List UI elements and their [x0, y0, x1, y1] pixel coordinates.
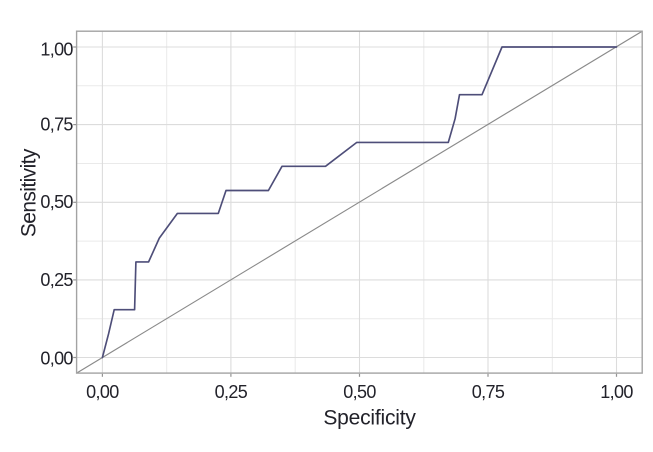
svg-text:1,00: 1,00 [600, 382, 633, 402]
svg-text:1,00: 1,00 [40, 40, 73, 60]
svg-text:0,50: 0,50 [343, 382, 376, 402]
svg-text:0,00: 0,00 [40, 348, 73, 368]
svg-text:0,25: 0,25 [215, 382, 248, 402]
svg-text:0,50: 0,50 [40, 192, 73, 212]
svg-text:0,75: 0,75 [40, 115, 73, 135]
svg-text:0,00: 0,00 [86, 382, 119, 402]
svg-text:0,75: 0,75 [472, 382, 505, 402]
svg-text:0,25: 0,25 [40, 270, 73, 290]
svg-text:Specificity: Specificity [323, 406, 416, 429]
svg-text:Sensitivity: Sensitivity [18, 148, 41, 237]
